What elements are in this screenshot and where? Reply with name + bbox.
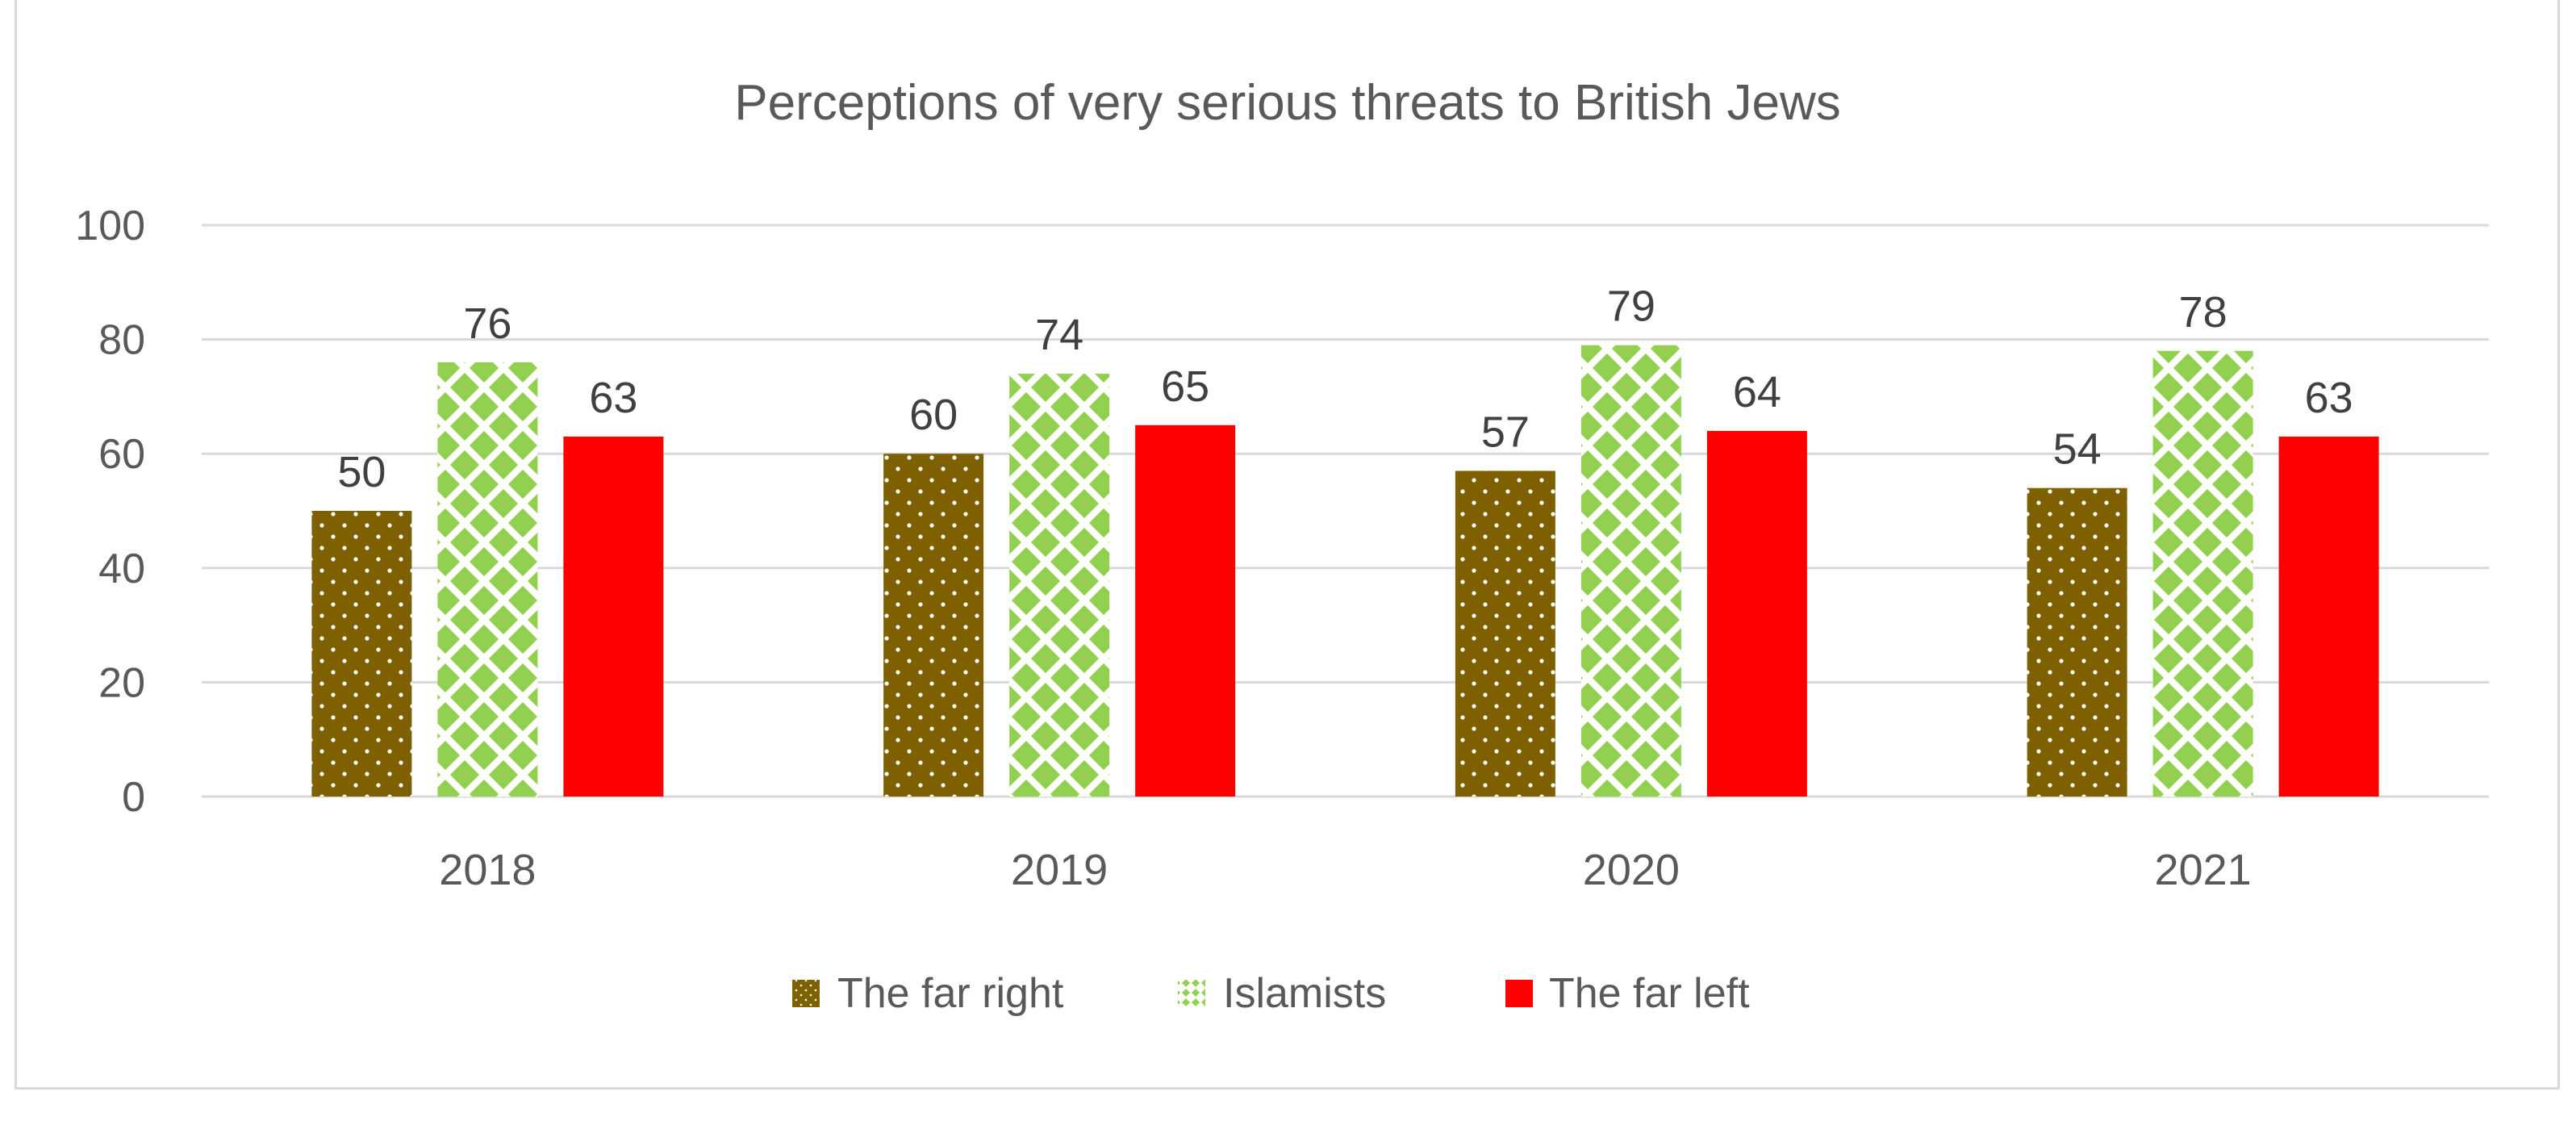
y-tick-label-40: 40	[98, 546, 145, 592]
data-label-the-far-right-2021: 54	[2053, 425, 2102, 474]
data-label-the-far-left-2018: 63	[589, 374, 637, 422]
legend-label-far-left: The far left	[1549, 970, 1750, 1017]
data-labels: 50 76 63 60 74 65 57 79 64 54 78 63	[337, 282, 2353, 496]
data-label-islamists-2021: 78	[2179, 288, 2227, 337]
x-tick-label-2020: 2020	[1583, 846, 1680, 894]
bars	[311, 345, 2379, 797]
x-tick-label-2021: 2021	[2155, 846, 2252, 894]
bar-the-far-right-2020	[1455, 471, 1555, 797]
data-label-the-far-left-2019: 65	[1161, 362, 1209, 411]
data-label-the-far-right-2020: 57	[1481, 408, 1530, 456]
y-axis-tick-labels: 0 20 40 60 80 100	[75, 203, 145, 821]
legend: The far right Islamists The far left	[792, 970, 1750, 1017]
bar-the-far-left-2019	[1135, 425, 1236, 797]
chart-title: Perceptions of very serious threats to B…	[734, 75, 1840, 131]
bar-islamists-2021	[2152, 350, 2253, 797]
data-label-the-far-left-2021: 63	[2305, 374, 2353, 422]
legend-label-islamists: Islamists	[1223, 970, 1386, 1017]
bar-the-far-right-2019	[883, 454, 984, 797]
bar-islamists-2019	[1009, 374, 1110, 797]
y-tick-label-0: 0	[122, 774, 145, 821]
data-label-the-far-left-2020: 64	[1733, 368, 1781, 416]
y-tick-label-20: 20	[98, 659, 145, 706]
bar-the-far-right-2021	[2027, 487, 2127, 797]
bar-the-far-right-2018	[311, 511, 412, 797]
data-label-islamists-2019: 74	[1035, 311, 1083, 359]
data-label-the-far-right-2019: 60	[909, 391, 958, 439]
bar-the-far-left-2018	[563, 436, 664, 797]
data-label-islamists-2018: 76	[463, 299, 511, 348]
chart-frame	[15, 0, 2560, 1090]
y-tick-label-100: 100	[75, 203, 145, 249]
x-tick-label-2019: 2019	[1011, 846, 1108, 894]
bar-the-far-left-2021	[2278, 436, 2379, 797]
data-label-islamists-2020: 79	[1607, 282, 1655, 331]
y-tick-label-80: 80	[98, 317, 145, 364]
bar-islamists-2020	[1580, 345, 1681, 797]
x-axis-tick-labels: 2018 2019 2020 2021	[439, 846, 2251, 894]
legend-swatch-islamists	[1178, 980, 1205, 1007]
bar-the-far-left-2020	[1706, 430, 1807, 797]
data-label-the-far-right-2018: 50	[337, 448, 386, 496]
legend-swatch-far-left	[1505, 980, 1533, 1007]
gridlines	[202, 224, 2489, 798]
legend-swatch-far-right	[792, 980, 820, 1007]
x-tick-label-2018: 2018	[439, 846, 536, 894]
bar-islamists-2018	[437, 362, 538, 797]
y-tick-label-60: 60	[98, 431, 145, 478]
legend-label-far-right: The far right	[837, 970, 1064, 1017]
